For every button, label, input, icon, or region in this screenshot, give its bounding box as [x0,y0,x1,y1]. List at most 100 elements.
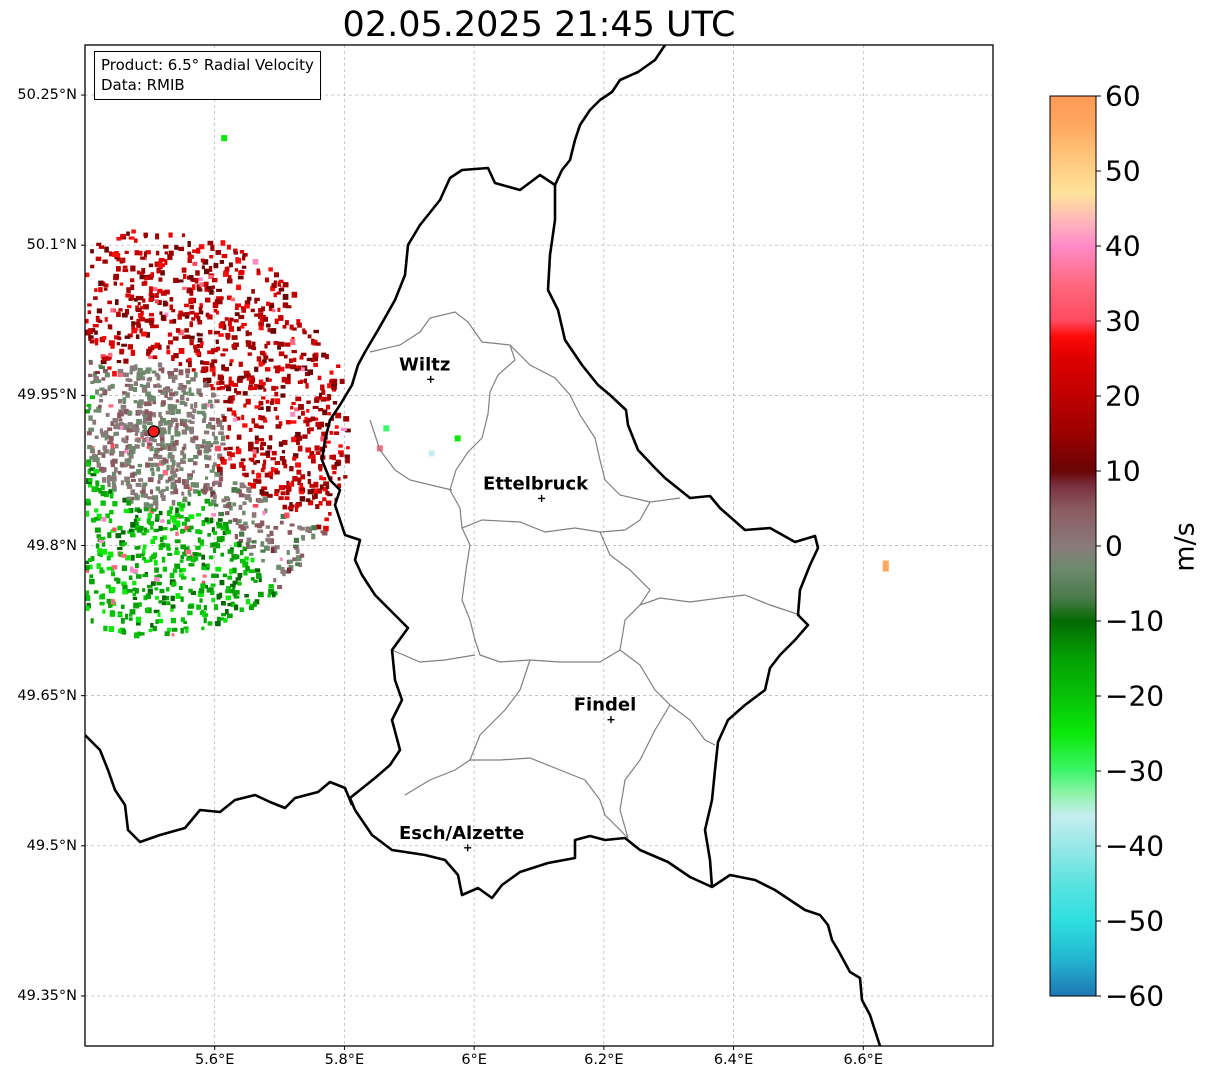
radar-echo-pixel [258,406,264,411]
radar-echo-pixel [295,555,302,562]
radar-echo-pixel [157,611,161,617]
radar-echo-pixel [95,480,99,486]
radar-echo-pixel [273,280,277,284]
radar-echo-pixel [140,492,145,498]
radar-echo-pixel [138,312,144,319]
radar-echo-pixel [270,547,275,554]
radar-echo-pixel [281,567,285,571]
radar-echo-pixel [100,354,106,359]
radar-echo-pixel [264,491,269,496]
radar-echo-pixel [270,467,275,473]
radar-echo-pixel [234,312,240,317]
radar-echo-pixel [244,304,250,309]
radar-echo-pixel [93,590,99,594]
radar-echo-pixel [137,409,143,415]
radar-echo-pixel [174,439,179,446]
radar-echo-pixel [175,507,179,513]
radar-echo-pixel [154,438,157,443]
radar-echo-pixel [201,566,206,570]
radar-echo-pixel [228,506,233,511]
radar-echo-pixel [258,379,264,386]
radar-echo-pixel [206,563,210,568]
radar-echo-pixel [154,261,160,267]
radar-echo-pixel [230,463,236,469]
radar-echo-pixel [282,282,289,288]
radar-echo-pixel [239,531,245,537]
radar-echo-pixel [241,484,247,489]
radar-echo-pixel [294,507,299,512]
canton-border-esch [470,757,629,839]
radar-echo-pixel [224,317,229,321]
radar-echo-pixel [94,371,100,374]
radar-echo-pixel [324,444,328,448]
radar-echo-pixel [188,525,194,530]
radar-echo-pixel [147,496,153,500]
radar-echo-pixel [266,406,271,412]
radar-echo-pixel [165,443,171,447]
radar-echo-pixel [278,421,283,426]
radar-echo-pixel [267,445,273,450]
radar-echo-pixel [187,458,194,463]
radar-echo-pixel [225,595,231,601]
radar-echo-pixel [155,513,160,520]
radar-echo-pixel [201,265,205,270]
radar-echo-pixel [261,306,265,312]
radar-echo-pixel [133,298,138,302]
radar-echo-pixel [142,549,146,555]
radar-echo-pixel [280,393,286,398]
radar-echo-pixel [179,573,185,578]
radar-echo-pixel [225,336,230,340]
radar-echo-pixel [111,476,117,482]
internal-admin-borders [369,311,801,839]
radar-echo-pixel [203,605,207,611]
radar-echo-pixel [139,632,145,636]
radar-echo-pixel [313,526,317,530]
radar-echo-pixel [107,427,113,432]
radar-echo-pixel [150,467,155,472]
radar-echo-pixel [90,380,95,384]
radar-echo-pixel [227,586,231,591]
radar-echo-pixel [145,367,152,372]
radar-echo-pixel [285,490,290,496]
radar-echo-pixel [92,379,97,383]
radar-echo-pixel [138,478,144,482]
radar-echo-pixel [175,563,181,569]
radar-echo-pixel [326,404,330,410]
radar-echo-pixel [199,392,203,397]
radar-echo-pixel [197,537,201,543]
radar-echo-pixel [218,592,223,599]
radar-echo-pixel [211,465,216,470]
radar-echo-pixel [132,597,138,600]
radar-echo-pixel [118,308,123,312]
radar-echo-pixel [174,431,181,437]
radar-echo-pixel [111,485,117,492]
radar-echo-pixel [108,518,113,524]
radar-echo-pixel [290,412,296,417]
radar-echo-pixel [165,486,169,491]
radar-echo-pixel [133,238,138,243]
radar-echo-pixel [178,246,184,252]
radar-echo-pixel [175,521,181,528]
radar-echo-pixel [121,553,127,558]
lat-tick-label: 49.5°N [26,837,77,854]
radar-echo-pixel [230,452,235,458]
radar-echo-pixel [134,494,140,501]
radar-echo-pixel [454,435,461,442]
radar-echo-pixel [127,463,131,467]
radar-echo-pixel [139,317,145,322]
radar-echo-pixel [271,282,277,289]
radar-echo-pixel [242,510,246,516]
radar-echo-pixel [179,507,184,512]
radar-echo-pixel [182,391,189,396]
radar-echo-pixel [263,388,267,392]
radar-echo-pixel [85,605,90,611]
radar-echo-pixel [153,462,159,467]
radar-echo-pixel [229,362,233,367]
radar-echo-pixel [96,242,102,246]
radar-echo-pixel [195,352,201,356]
radar-echo-pixel [156,449,160,453]
radar-echo-pixel [261,486,268,490]
radar-echo-pixel [229,568,233,575]
radar-echo-pixel [171,627,178,632]
